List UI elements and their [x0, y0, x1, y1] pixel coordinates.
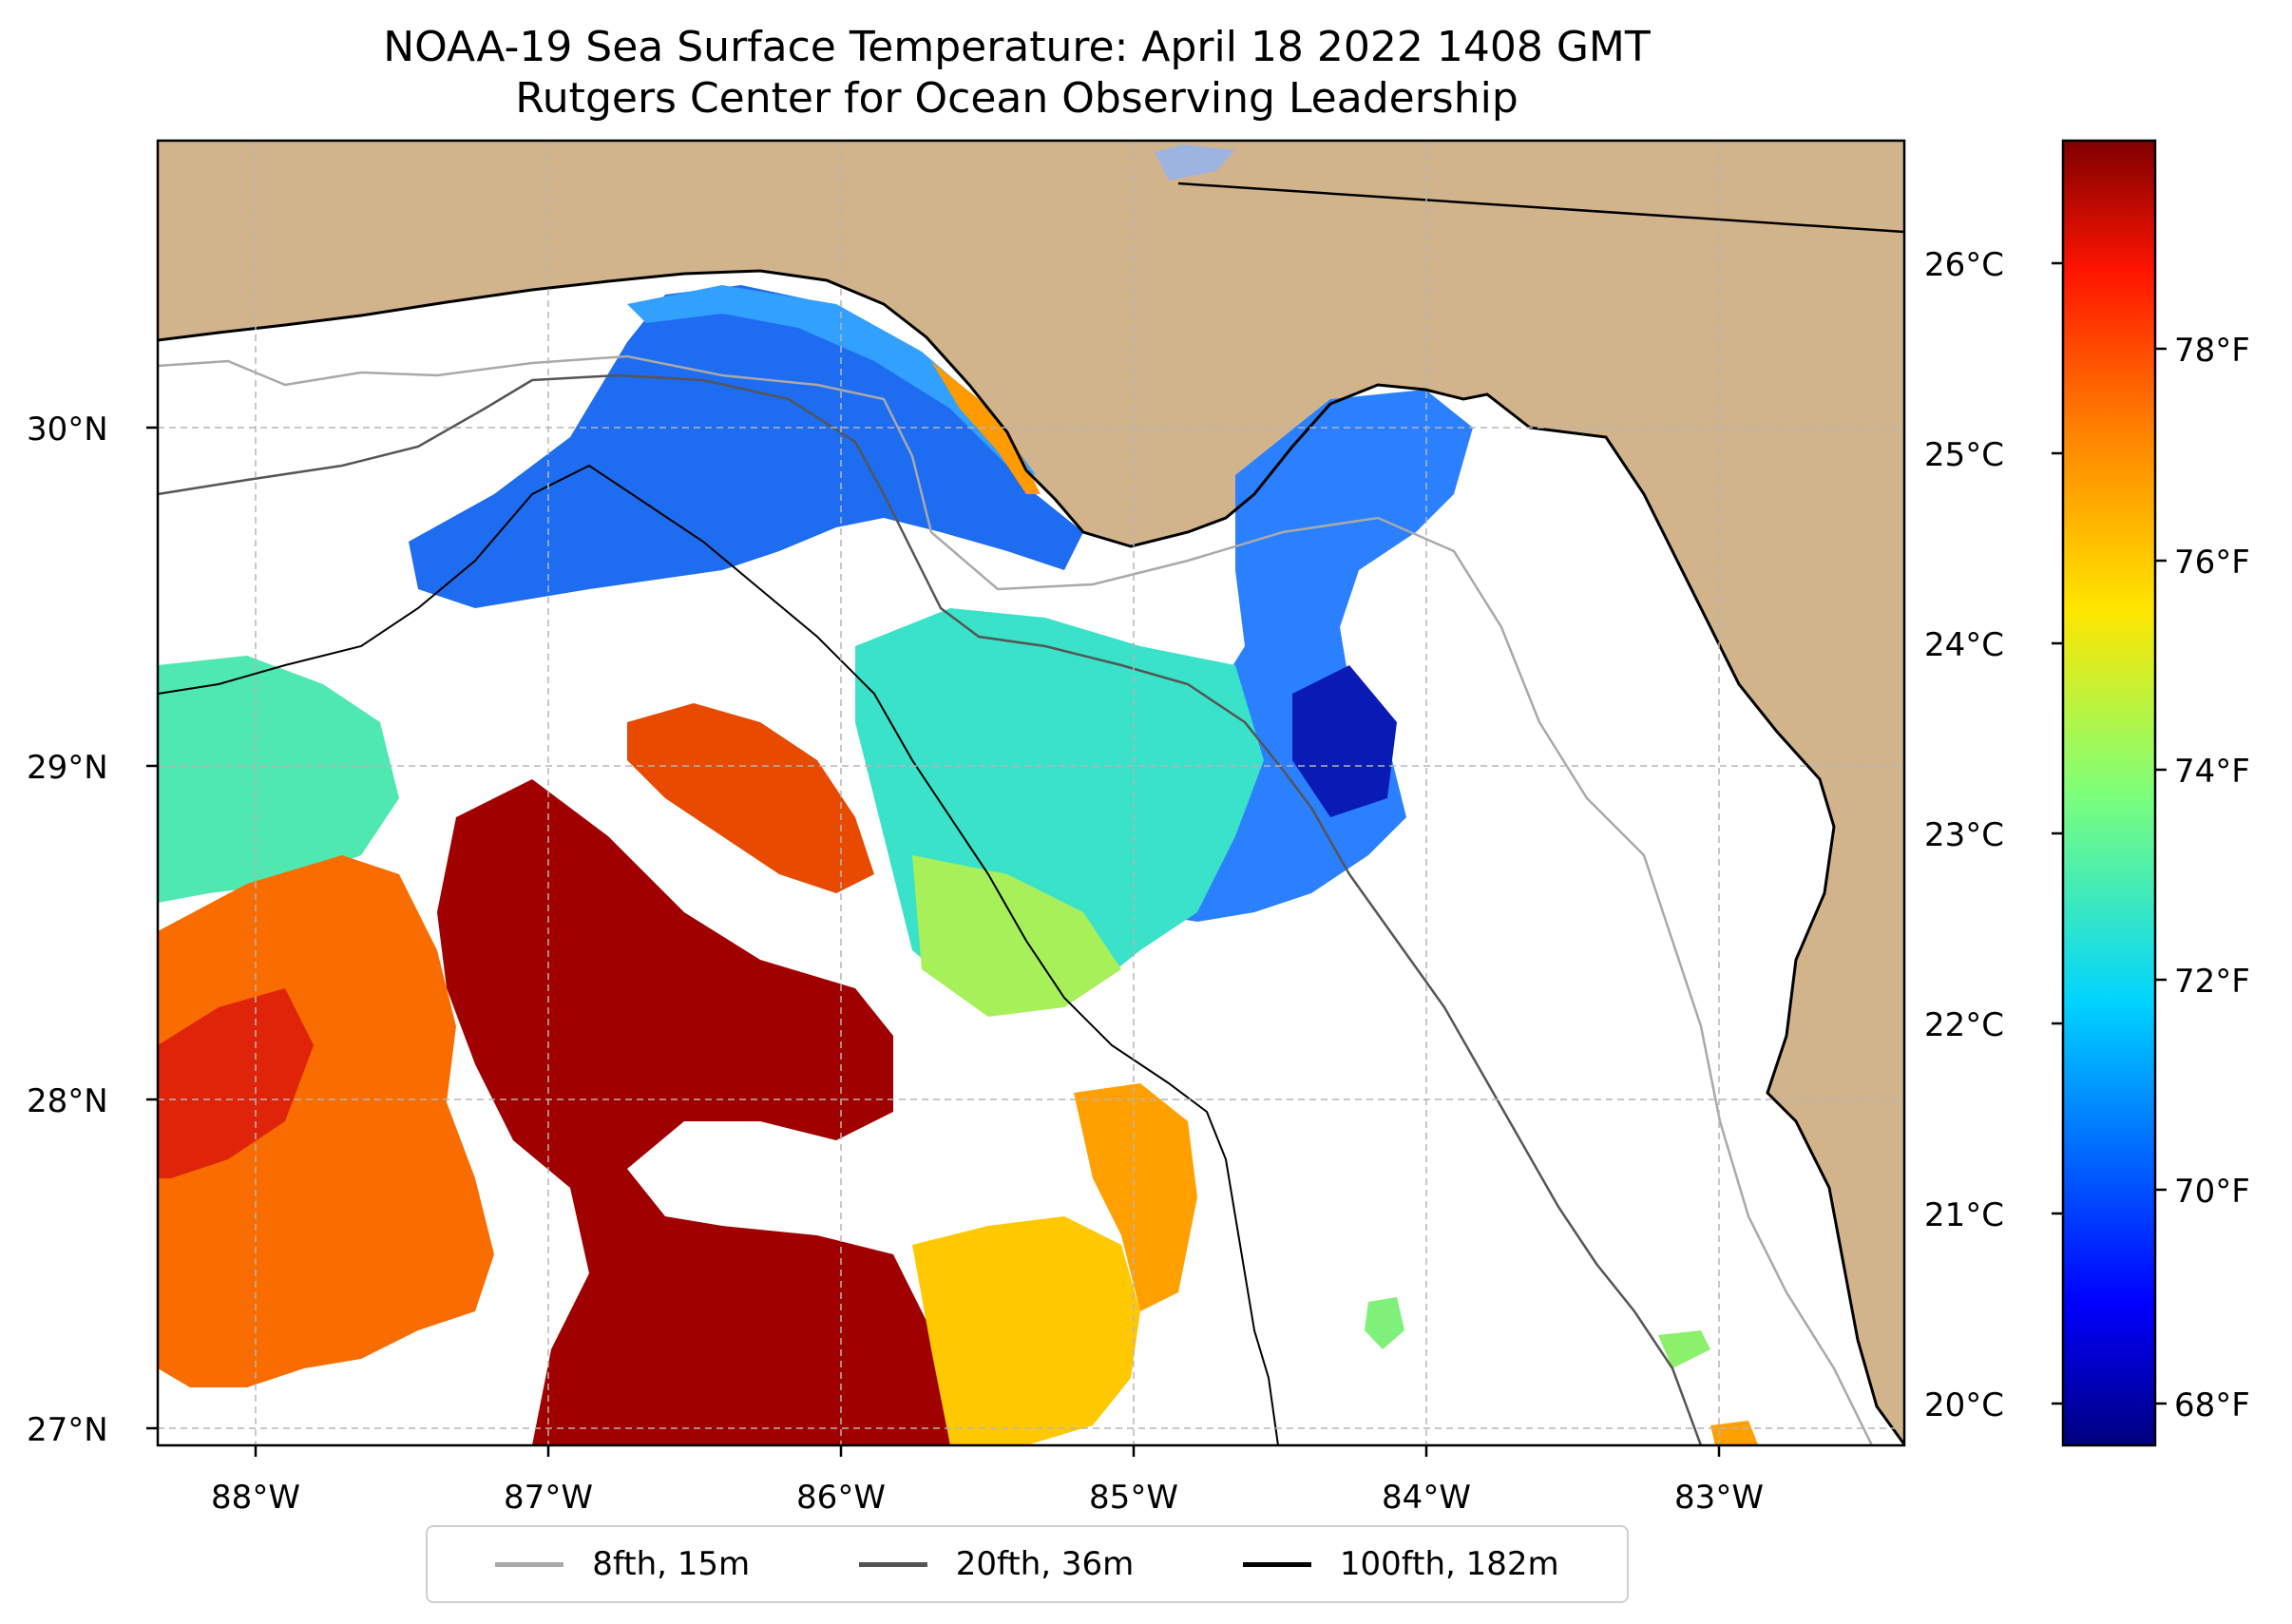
map-title: NOAA-19 Sea Surface Temperature: April 1…	[383, 23, 1651, 71]
colorbar-label-21c: 21°C	[1924, 1196, 2005, 1234]
axis-ticks	[146, 426, 1721, 1457]
colorbar-label-76f: 76°F	[2174, 544, 2250, 582]
lat-label-30n: 30°N	[27, 411, 108, 449]
map-subtitle: Rutgers Center for Ocean Observing Leade…	[515, 74, 1518, 123]
colorbar-label-22c: 22°C	[1924, 1006, 2005, 1044]
colorbar	[2061, 139, 2157, 1447]
isobath-8fth	[158, 354, 1874, 1445]
colorbar-label-23c: 23°C	[1924, 816, 2005, 854]
sst-data	[158, 285, 1758, 1445]
lon-label-83w: 83°W	[1674, 1479, 1764, 1517]
colorbar-label-70f: 70°F	[2174, 1173, 2250, 1211]
lat-label-29n: 29°N	[27, 749, 108, 787]
colorbar-label-74f: 74°F	[2174, 753, 2250, 791]
colorbar-label-68f: 68°F	[2174, 1386, 2250, 1424]
lake	[1155, 144, 1235, 181]
lon-label-85w: 85°W	[1089, 1479, 1178, 1517]
gridlines	[158, 141, 1904, 1445]
coastline	[158, 269, 1904, 1445]
isobath-20fth	[158, 373, 1703, 1445]
isobath-legend: 8fth, 15m 20fth, 36m 100fth, 182m	[426, 1525, 1629, 1603]
lat-label-28n: 28°N	[27, 1082, 108, 1120]
isobath-100fth	[158, 464, 1279, 1445]
lon-label-87w: 87°W	[504, 1479, 593, 1517]
colorbar-label-24c: 24°C	[1924, 626, 2005, 664]
lon-label-84w: 84°W	[1382, 1479, 1471, 1517]
colorbar-label-25c: 25°C	[1924, 436, 2005, 474]
legend-item-20fth: 20fth, 36m	[858, 1545, 1135, 1583]
colorbar-label-20c: 20°C	[1924, 1386, 2005, 1424]
legend-swatch-100fth	[1242, 1561, 1311, 1567]
colorbar-ticks	[2052, 261, 2167, 1405]
legend-label-8fth: 8fth, 15m	[592, 1545, 751, 1583]
legend-swatch-8fth	[495, 1561, 564, 1567]
legend-item-8fth: 8fth, 15m	[495, 1545, 750, 1583]
colorbar-label-26c: 26°C	[1924, 246, 2005, 284]
colorbar-label-72f: 72°F	[2174, 963, 2250, 1001]
lon-label-86w: 86°W	[796, 1479, 886, 1517]
legend-label-100fth: 100fth, 182m	[1339, 1545, 1559, 1583]
lat-label-27n: 27°N	[27, 1411, 108, 1449]
land-area	[158, 141, 1904, 1444]
lon-label-88w: 88°W	[211, 1479, 300, 1517]
legend-item-100fth: 100fth, 182m	[1242, 1545, 1559, 1583]
state-border	[1177, 182, 1904, 234]
legend-label-20fth: 20fth, 36m	[955, 1545, 1135, 1583]
legend-swatch-20fth	[858, 1561, 927, 1567]
map-frame	[156, 139, 1906, 1447]
colorbar-label-78f: 78°F	[2174, 332, 2250, 370]
